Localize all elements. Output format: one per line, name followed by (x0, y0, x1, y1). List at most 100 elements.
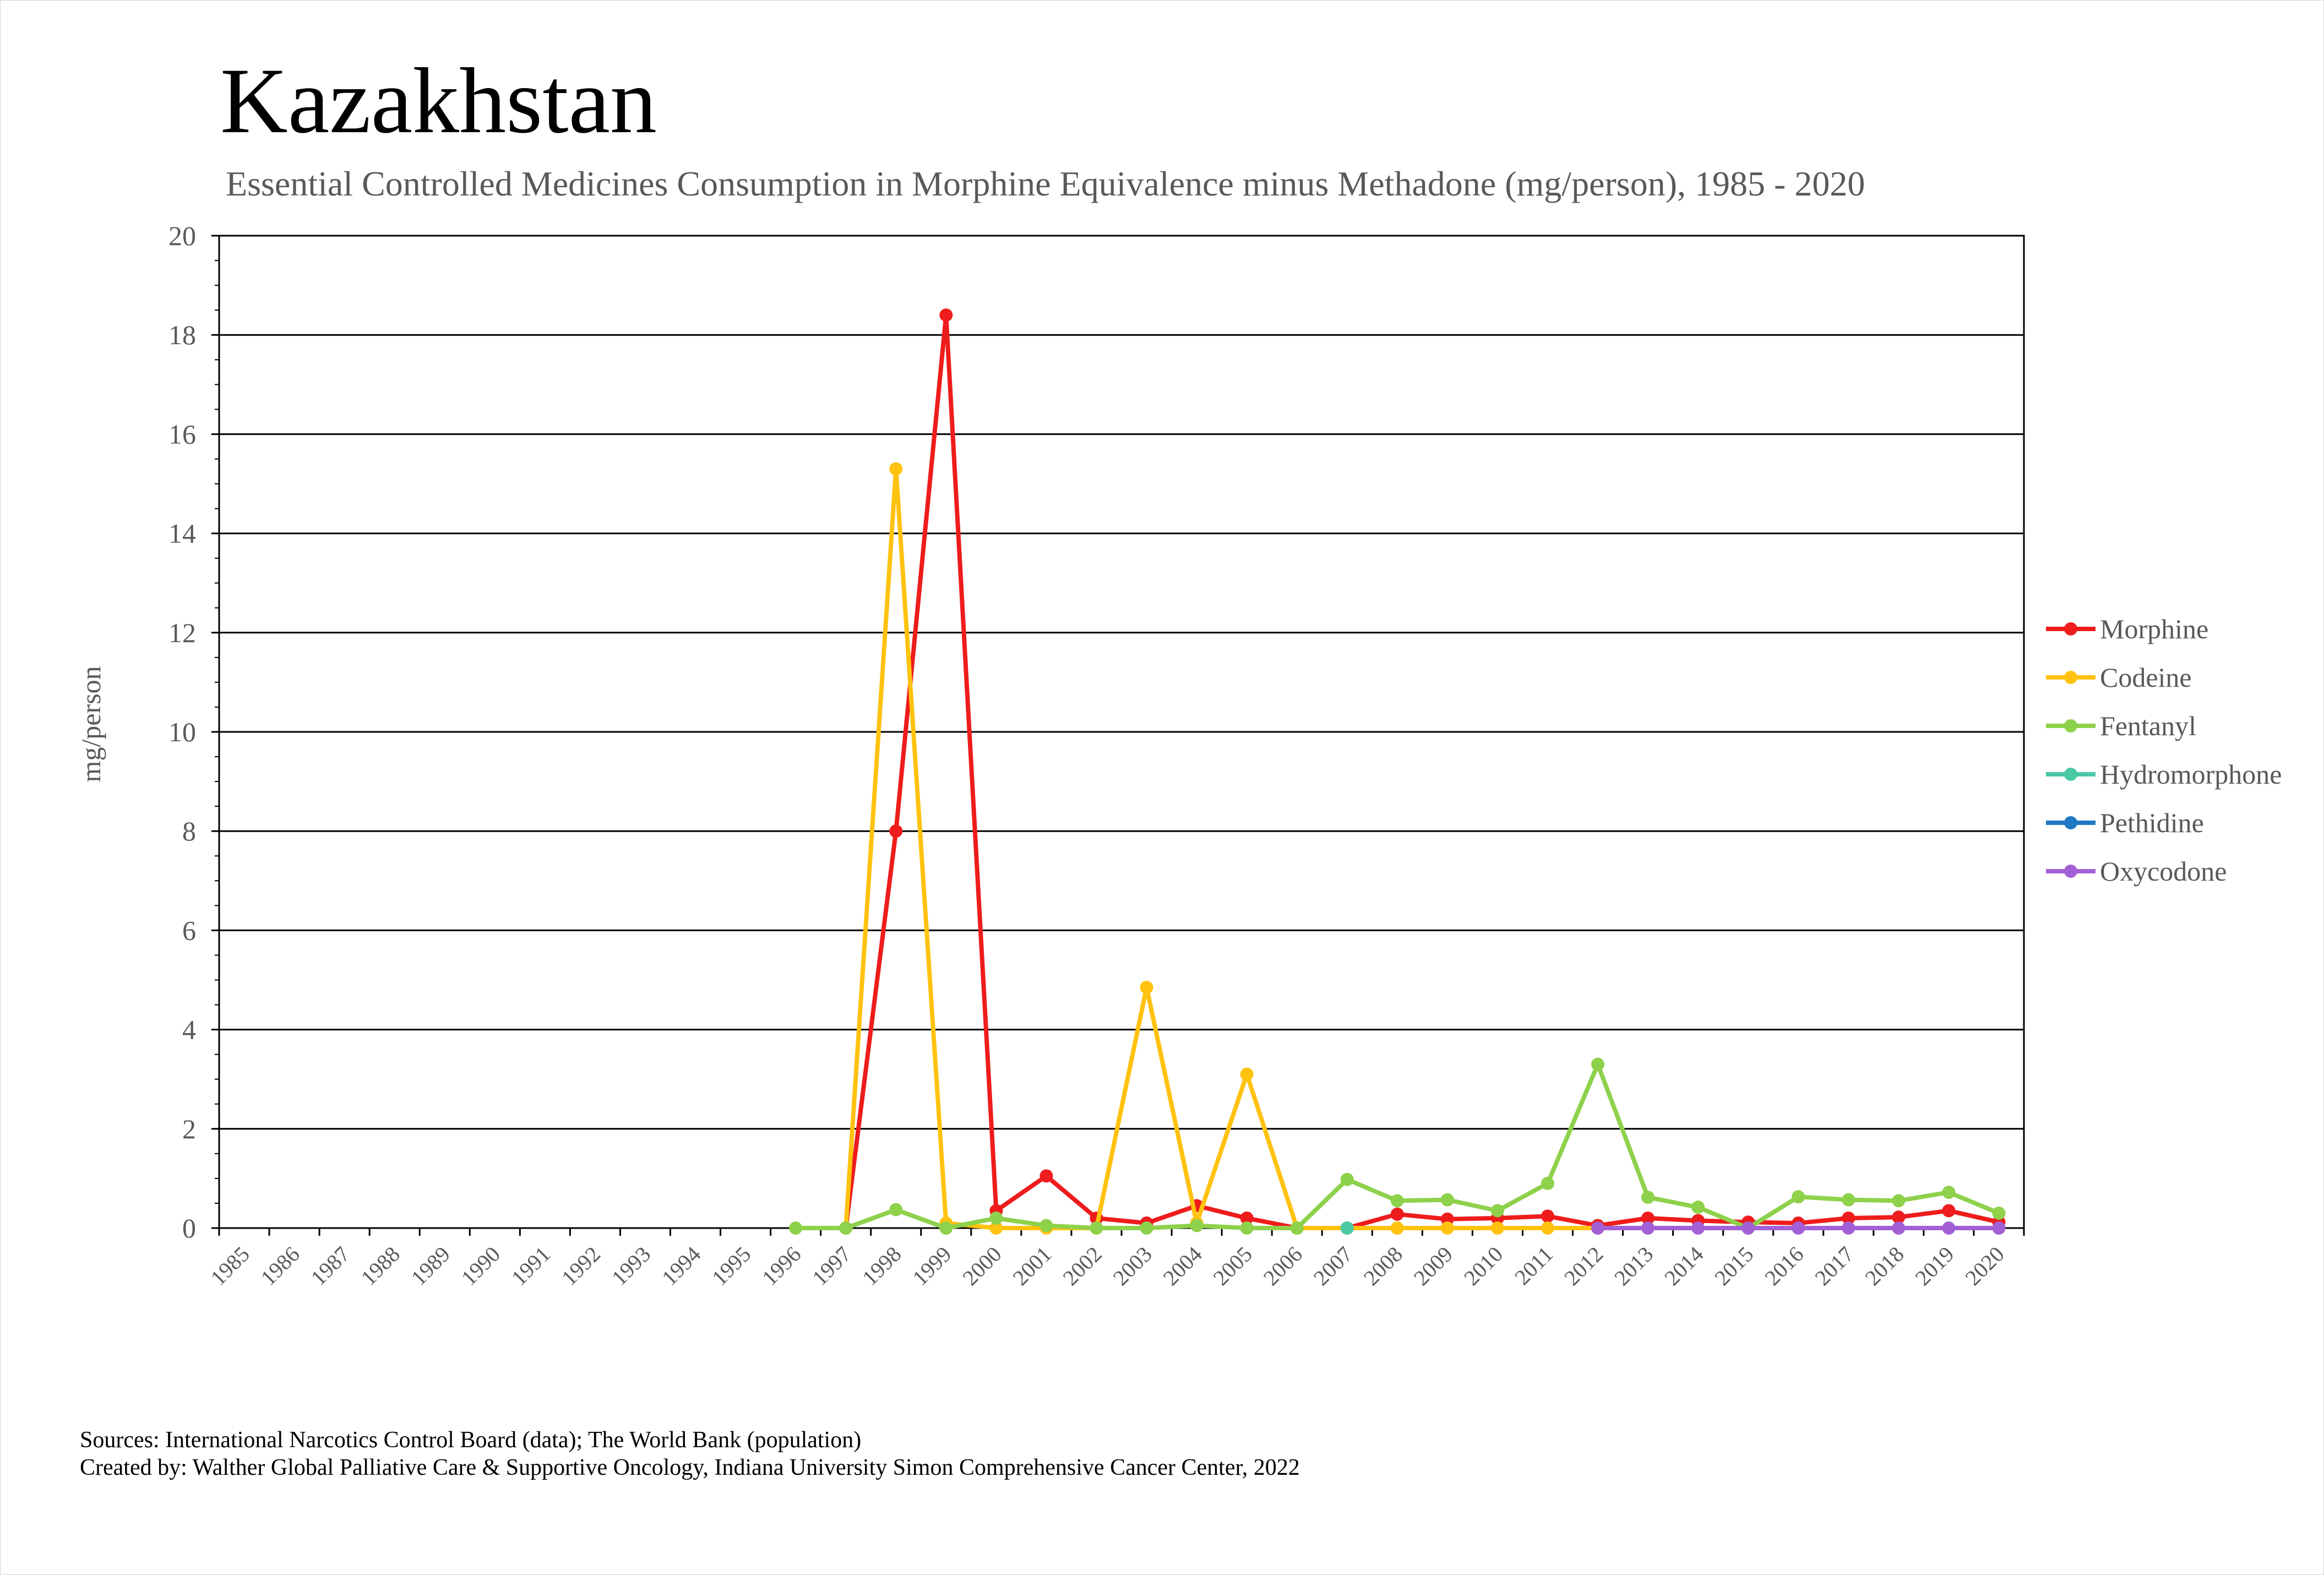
data-point (1240, 1221, 1254, 1235)
y-tick-label: 16 (168, 419, 196, 449)
x-tick-label: 2003 (1108, 1242, 1157, 1290)
data-point (1942, 1186, 1956, 1199)
legend-label: Oxycodone (2100, 856, 2227, 887)
data-point (989, 1211, 1003, 1225)
chart-subtitle: Essential Controlled Medicines Consumpti… (226, 164, 1865, 203)
data-point (1992, 1221, 2006, 1235)
x-tick-label: 1999 (907, 1242, 956, 1290)
legend-swatch-marker (2064, 719, 2077, 732)
data-point (1792, 1221, 1805, 1235)
y-axis-label: mg/person (75, 666, 106, 782)
x-tick-label: 2001 (1008, 1242, 1056, 1290)
legend-label: Pethidine (2100, 807, 2204, 838)
y-tick-label: 0 (182, 1213, 196, 1243)
x-tick-label: 2008 (1359, 1242, 1407, 1290)
x-tick-label: 2016 (1760, 1242, 1808, 1290)
data-point (1340, 1172, 1354, 1186)
data-point (1290, 1221, 1304, 1235)
x-tick-label: 1992 (557, 1242, 605, 1290)
x-tick-label: 1986 (256, 1242, 304, 1290)
x-tick-label: 2018 (1860, 1242, 1908, 1290)
data-point (789, 1221, 803, 1235)
data-point (1390, 1221, 1404, 1235)
x-tick-label: 2004 (1158, 1242, 1207, 1290)
legend-swatch-marker (2064, 768, 2077, 781)
data-point (1892, 1210, 1906, 1224)
x-tick-label: 1987 (306, 1242, 355, 1290)
data-point (1541, 1209, 1554, 1223)
data-point (1992, 1206, 2006, 1220)
data-point (1591, 1057, 1605, 1071)
data-point (889, 824, 903, 838)
x-tick-label: 2020 (1960, 1242, 2009, 1290)
data-point (989, 1221, 1003, 1235)
created-by-note: Created by: Walther Global Palliative Ca… (80, 1455, 1300, 1480)
x-tick-label: 1994 (657, 1242, 705, 1290)
data-point (889, 462, 903, 476)
legend-label: Morphine (2100, 613, 2208, 644)
x-tick-label: 2007 (1309, 1242, 1357, 1290)
x-tick-label: 1991 (507, 1242, 555, 1290)
data-point (1340, 1221, 1354, 1235)
legend-swatch-marker (2064, 622, 2077, 636)
legend-item-codeine: Codeine (2046, 662, 2192, 693)
x-tick-label: 2000 (957, 1242, 1006, 1290)
y-tick-label: 12 (168, 617, 196, 648)
data-point (1892, 1194, 1906, 1208)
data-point (1140, 981, 1153, 995)
legend-label: Fentanyl (2100, 710, 2196, 741)
y-tick-label: 6 (182, 915, 196, 946)
data-point (1942, 1204, 1956, 1218)
data-point (1541, 1176, 1554, 1190)
data-point (1691, 1221, 1705, 1235)
data-point (939, 1221, 953, 1235)
x-tick-label: 1985 (206, 1242, 254, 1290)
series-line (843, 466, 1598, 1230)
y-tick-label: 14 (168, 518, 196, 549)
legend-item-fentanyl: Fentanyl (2046, 710, 2196, 741)
chart-title: Kazakhstan (220, 49, 657, 153)
legend-item-hydromorphone: Hydromorphone (2046, 759, 2282, 790)
x-tick-label: 2005 (1209, 1242, 1257, 1290)
data-point (1440, 1193, 1454, 1207)
x-tick-label: 1998 (857, 1242, 906, 1290)
x-tick-label: 1989 (406, 1242, 455, 1290)
data-point (1490, 1204, 1504, 1218)
x-tick-label: 2014 (1659, 1242, 1708, 1290)
data-point (1842, 1211, 1855, 1225)
legend-swatch-marker (2064, 865, 2077, 878)
x-tick-label: 2015 (1710, 1242, 1758, 1290)
x-tick-label: 2002 (1058, 1242, 1106, 1290)
series-morphine (839, 308, 2006, 1235)
data-point (1190, 1219, 1204, 1232)
x-tick-label: 2013 (1609, 1242, 1658, 1290)
x-tick-label: 1993 (607, 1242, 655, 1290)
x-tick-label: 1988 (356, 1242, 405, 1290)
series-fentanyl (789, 1057, 2006, 1235)
legend-swatch-marker (2064, 816, 2077, 829)
x-tick-label: 2012 (1559, 1242, 1608, 1290)
x-tick-label: 1997 (807, 1242, 856, 1290)
legend-swatch-marker (2064, 671, 2077, 684)
x-tick-label: 2017 (1810, 1242, 1858, 1290)
y-tick-label: 20 (168, 220, 196, 251)
data-point (1842, 1221, 1855, 1235)
y-tick-label: 18 (168, 319, 196, 350)
data-point (839, 1221, 853, 1235)
data-point (1140, 1221, 1153, 1235)
data-point (889, 1203, 903, 1216)
data-point (1842, 1193, 1855, 1207)
sources-note: Sources: International Narcotics Control… (80, 1427, 861, 1453)
data-point (1240, 1211, 1254, 1225)
data-point (1541, 1221, 1554, 1235)
legend-label: Codeine (2100, 662, 2192, 693)
series-hydromorphone (1340, 1221, 1354, 1235)
x-tick-label: 1995 (707, 1242, 755, 1290)
y-tick-label: 8 (182, 816, 196, 846)
data-point (1691, 1201, 1705, 1214)
x-tick-label: 2009 (1409, 1242, 1457, 1290)
data-point (1039, 1169, 1053, 1183)
legend-label: Hydromorphone (2100, 759, 2282, 790)
data-point (1440, 1221, 1454, 1235)
